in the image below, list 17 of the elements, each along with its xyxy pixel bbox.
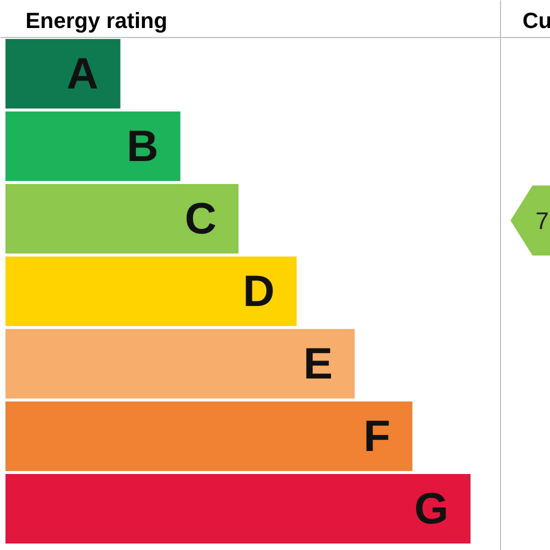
y-tick-label: D [242,266,275,316]
y-tick-label: A [66,49,98,98]
bar [6,329,355,398]
text: 7 [536,208,549,235]
bar [6,474,470,544]
bar [6,112,180,181]
bar [6,402,412,471]
bar [6,256,297,326]
bar [6,39,120,108]
y-tick-label: B [126,122,158,171]
text: Cu [522,8,550,33]
y-tick-label: G [414,484,449,534]
y-tick-label: F [364,412,390,461]
y-tick-label: C [184,194,216,244]
chart-title: Energy rating [26,8,168,33]
bar [6,184,238,254]
y-tick-label: E [303,339,333,388]
